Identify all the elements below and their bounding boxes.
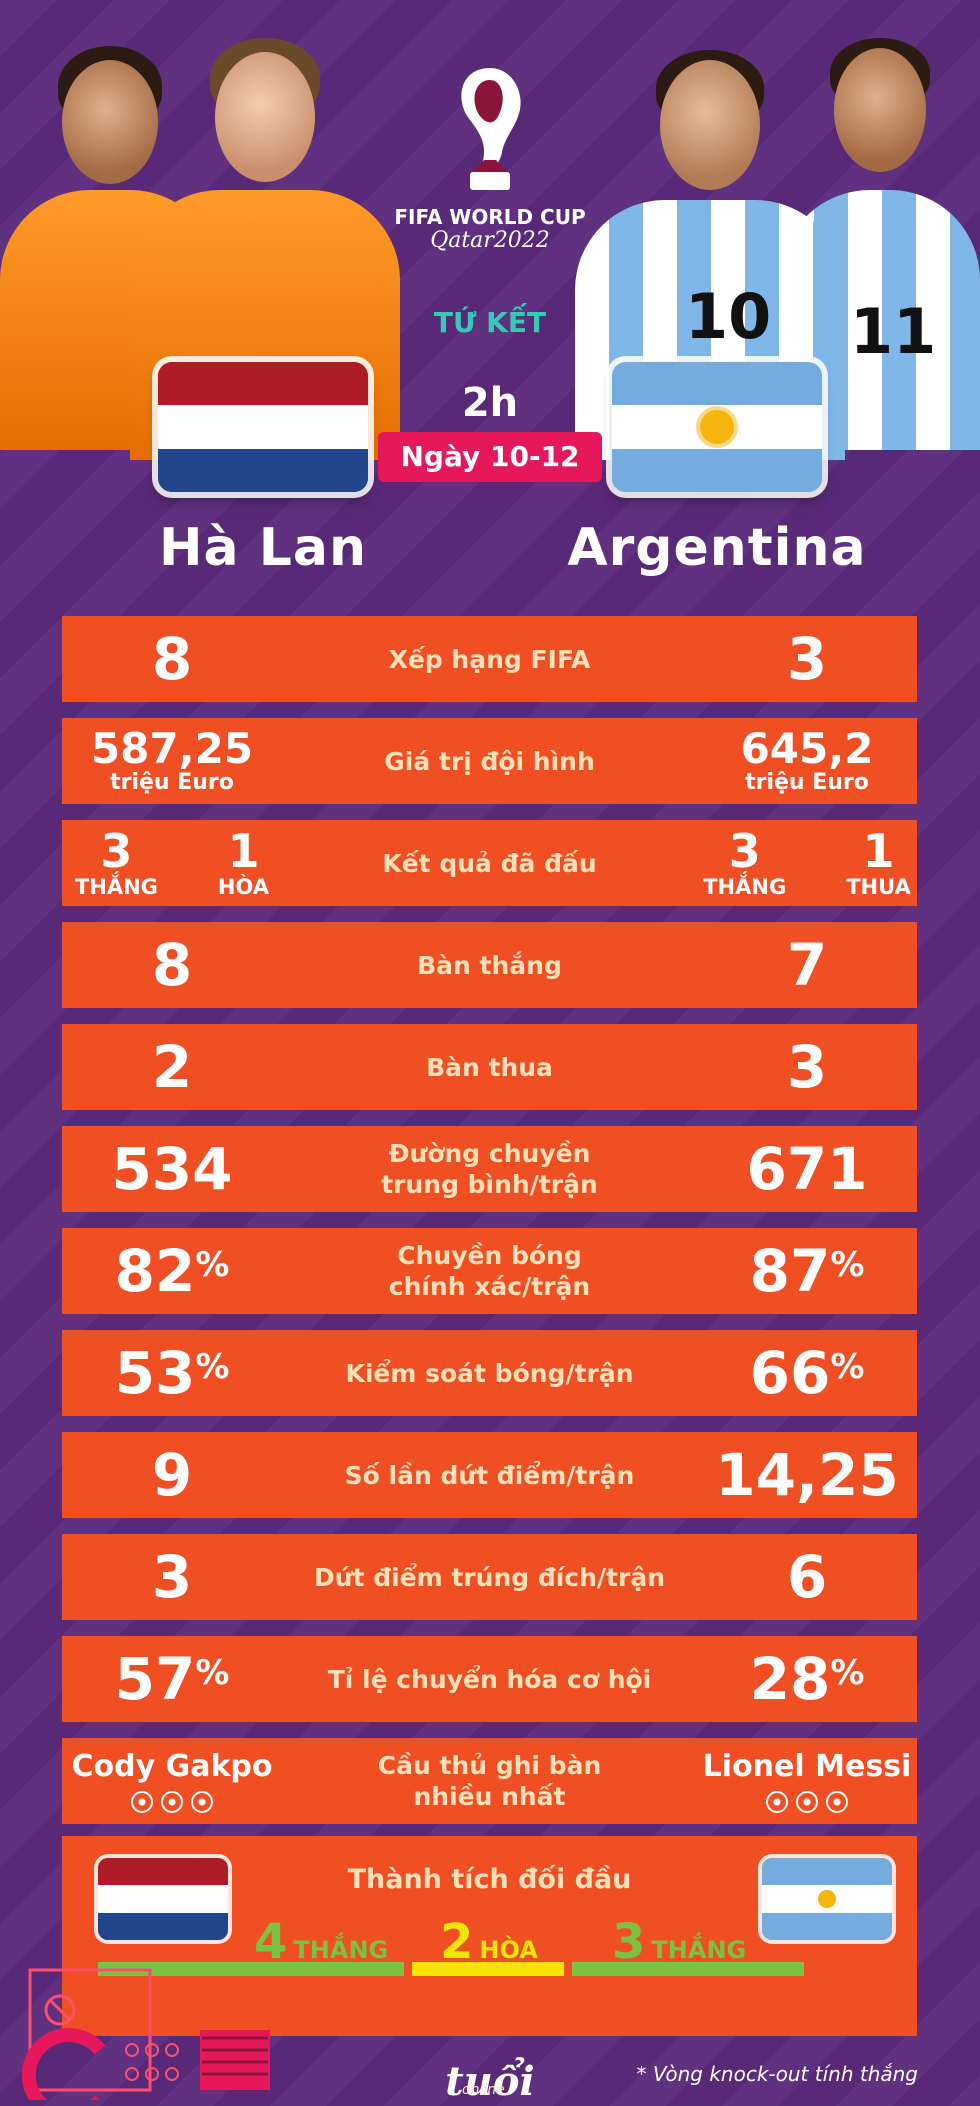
stat-row: 2 Bàn thua 3 — [62, 1024, 917, 1110]
decorative-pattern-icon — [21, 1968, 270, 2100]
stat-row: 8 Bàn thắng 7 — [62, 922, 917, 1008]
stat-value-left: 587,25 triệu Euro — [90, 724, 254, 795]
stat-label: Giá trị đội hình — [384, 746, 595, 776]
stat-value-right: 87% — [749, 1237, 865, 1305]
stat-label: Kiểm soát bóng/trận — [345, 1358, 634, 1388]
football-icon — [826, 1791, 848, 1813]
stat-row: 82% Chuyền bóng chính xác/trận 87% — [62, 1228, 917, 1314]
stat-value-right: 66% — [749, 1339, 865, 1407]
h2h-bar-right — [572, 1962, 804, 1976]
player-head — [215, 52, 315, 182]
sun-of-may-icon — [700, 409, 734, 444]
argentina-flag-icon — [762, 1858, 892, 1940]
football-icon — [796, 1791, 818, 1813]
argentina-flag-icon — [612, 362, 822, 492]
sun-of-may-icon — [818, 1889, 836, 1908]
team-name-left: Hà Lan — [159, 518, 367, 578]
football-icon — [131, 1791, 153, 1813]
footnote: * Vòng knock-out tính thắng — [636, 2062, 918, 2086]
stat-value-right: 6 — [786, 1543, 828, 1611]
stat-value-right: 3 — [786, 625, 828, 693]
stat-label: Xếp hạng FIFA — [388, 644, 591, 674]
stat-value-right: 7 — [786, 931, 828, 999]
stat-value-right: Lionel Messi — [697, 1738, 917, 1824]
h2h-draws: 2 HÒA — [440, 1914, 538, 1970]
stat-value-left: 3 THẮNG 1 HÒA — [74, 824, 270, 899]
stat-value-right: 3 — [786, 1033, 828, 1101]
jersey-number: 10 — [685, 280, 772, 353]
h2h-left-wins: 4 THẮNG — [254, 1914, 389, 1970]
brand-logo: tuổi trẻ — [445, 2058, 535, 2106]
event-line2: Qatar2022 — [430, 228, 550, 253]
player-head — [660, 60, 760, 190]
world-cup-logo-icon — [461, 68, 521, 190]
match-time: 2h — [461, 380, 519, 426]
player-head — [834, 48, 926, 172]
stat-label: Số lần dứt điểm/trận — [344, 1460, 635, 1490]
stat-value-left: 57% — [114, 1645, 230, 1713]
stat-value-left: 2 — [151, 1033, 193, 1101]
head-to-head-panel: Thành tích đối đầu 4 THẮNG 2 HÒA 3 THẮNG — [62, 1836, 917, 2036]
stat-label: Cầu thủ ghi bàn nhiều nhất — [377, 1751, 602, 1811]
h2h-bar-draw — [412, 1962, 564, 1976]
stat-value-left: 9 — [151, 1441, 193, 1509]
stat-value-left: 534 — [111, 1135, 233, 1203]
brand-sub: online — [462, 2082, 505, 2098]
stat-value-left: 82% — [114, 1237, 230, 1305]
h2h-right-wins: 3 THẮNG — [612, 1914, 747, 1970]
jersey-number: 11 — [850, 295, 937, 368]
stat-row: 53% Kiểm soát bóng/trận 66% — [62, 1330, 917, 1416]
stat-value-right: 14,25 — [715, 1441, 899, 1509]
netherlands-flag-icon — [158, 362, 368, 492]
stat-row: 9 Số lần dứt điểm/trận 14,25 — [62, 1432, 917, 1518]
football-icon — [161, 1791, 183, 1813]
head-to-head-title: Thành tích đối đầu — [347, 1864, 632, 1895]
stat-row: Cody Gakpo Cầu thủ ghi bàn nhiều nhất Lion… — [62, 1738, 917, 1824]
stat-label: Kết quả đã đấu — [382, 848, 597, 878]
stat-value-right: 28% — [749, 1645, 865, 1713]
stat-label: Đường chuyền trung bình/trận — [381, 1139, 598, 1199]
stat-row: 3 Dứt điểm trúng đích/trận 6 — [62, 1534, 917, 1620]
football-icon — [766, 1791, 788, 1813]
stat-value-left: 8 — [151, 931, 193, 999]
stat-value-left: Cody Gakpo — [62, 1738, 282, 1824]
event-line1: FIFA WORLD CUP — [394, 205, 586, 229]
stat-value-left: 53% — [114, 1339, 230, 1407]
stat-row: 8 Xếp hạng FIFA 3 — [62, 616, 917, 702]
stat-label: Bàn thắng — [417, 950, 562, 980]
stat-value-right: 645,2 triệu Euro — [740, 724, 874, 795]
stat-row: 57% Tỉ lệ chuyển hóa cơ hội 28% — [62, 1636, 917, 1722]
stat-value-right: 3 THẮNG 1 THUA — [703, 824, 911, 899]
stat-value-left: 8 — [151, 625, 193, 693]
match-round: TỨ KẾT — [433, 306, 547, 339]
stat-label: Dứt điểm trúng đích/trận — [313, 1562, 665, 1592]
player-head — [62, 60, 158, 184]
stat-row: 3 THẮNG 1 HÒA Kết quả đã đấu 3 THẮNG 1 THUA — [62, 820, 917, 906]
stat-row: 534 Đường chuyền trung bình/trận 671 — [62, 1126, 917, 1212]
stat-label: Bàn thua — [426, 1052, 553, 1082]
stat-value-right: 671 — [746, 1135, 868, 1203]
match-date: Ngày 10-12 — [378, 432, 602, 482]
stat-label: Tỉ lệ chuyển hóa cơ hội — [327, 1664, 652, 1694]
stat-row: 587,25 triệu Euro Giá trị đội hình 645,2 tri… — [62, 718, 917, 804]
stat-label: Chuyền bóng chính xác/trận — [388, 1241, 591, 1301]
football-icon — [191, 1791, 213, 1813]
stat-value-left: 3 — [151, 1543, 193, 1611]
event-title: FIFA WORLD CUP Qatar2022 — [380, 205, 600, 253]
team-name-right: Argentina — [567, 518, 867, 578]
h2h-bar-left — [98, 1962, 404, 1976]
netherlands-flag-icon — [98, 1858, 228, 1940]
